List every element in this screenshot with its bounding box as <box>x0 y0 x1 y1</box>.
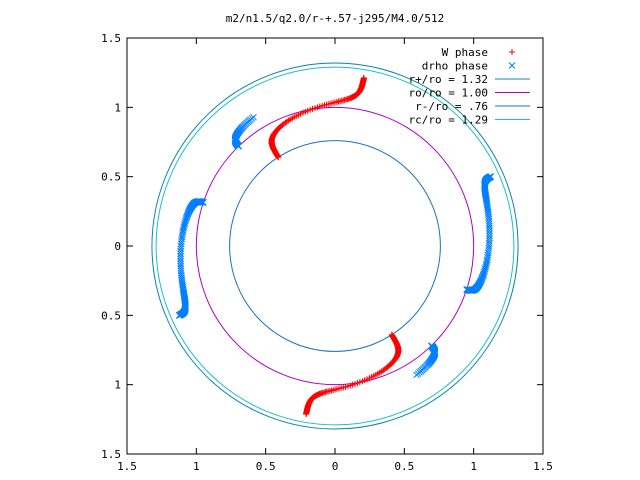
y-tick-label: 0.5 <box>101 171 121 184</box>
drho-phase-point <box>486 227 493 235</box>
reference-circle <box>229 140 441 352</box>
x-tick-label: 1.5 <box>533 460 553 473</box>
drho-phase-point <box>180 223 188 230</box>
drho-phase-point <box>177 250 184 258</box>
reference-circle <box>195 106 475 386</box>
drho-phase-point <box>485 239 493 247</box>
x-tick-label: 1 <box>470 460 477 473</box>
w-phase-point <box>360 74 367 81</box>
drho-phase-point <box>180 225 187 232</box>
drho-phase-point <box>486 229 493 237</box>
drho-phase-point <box>486 232 493 240</box>
drho-phase-point <box>487 173 495 180</box>
y-tick-label: 0.5 <box>101 309 121 322</box>
reference-circle <box>155 66 515 426</box>
drho-phase-point <box>177 245 185 253</box>
y-tick-label: 1 <box>114 379 121 392</box>
y-tick-label: 1 <box>114 101 121 114</box>
x-tick-label: 1 <box>193 460 200 473</box>
y-tick-label: 0 <box>114 240 121 253</box>
drho-phase-point <box>175 312 183 319</box>
y-tick-label: 1.5 <box>101 32 121 45</box>
x-tick-label: 0.5 <box>256 460 276 473</box>
drho-phase-point <box>250 113 257 121</box>
drho-phase-point <box>177 255 184 263</box>
reference-circles <box>151 62 519 430</box>
drho-phase-point <box>413 371 420 379</box>
drho-phase-point <box>483 260 490 267</box>
w-phase-point <box>303 411 310 418</box>
drho-phase-point <box>177 252 184 260</box>
x-tick-label: 0 <box>332 460 339 473</box>
legend-label: W phase <box>442 46 488 59</box>
data-series <box>175 74 495 418</box>
x-tick-label: 1.5 <box>117 460 137 473</box>
legend-label: drho phase <box>422 60 488 73</box>
drho-phase-point <box>177 247 185 255</box>
drho-phase-point <box>485 242 493 250</box>
legend-label: r+/ro = 1.32 <box>409 73 488 86</box>
drho-phase-point <box>485 237 493 245</box>
legend-marker <box>508 62 516 69</box>
axes: 1.5 1 0.5 0 0.5 1 1.51.510.500.511.5 <box>101 32 553 473</box>
x-tick-label: 0.5 <box>394 460 414 473</box>
legend-label: r-/ro = .76 <box>415 100 488 113</box>
drho-phase-point <box>482 262 490 269</box>
drho-phase-point <box>177 242 185 250</box>
reference-circle <box>151 62 519 430</box>
drho-phase-point <box>486 234 493 242</box>
y-tick-label: 1.5 <box>101 448 121 461</box>
drho-phase-point <box>177 257 184 265</box>
legend-label: ro/ro = 1.00 <box>409 87 488 100</box>
chart-title: m2/n1.5/q2.0/r-+.57-j295/M4.0/512 <box>226 12 445 25</box>
legend-label: rc/ro = 1.29 <box>409 114 488 127</box>
